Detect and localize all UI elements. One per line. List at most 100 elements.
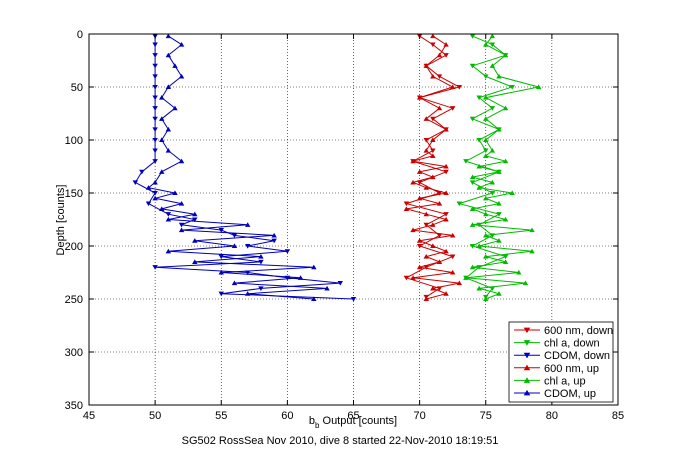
data-point <box>502 158 509 164</box>
data-point <box>178 222 185 228</box>
data-point <box>165 148 172 153</box>
data-point <box>476 137 482 143</box>
x-tick-label: 85 <box>612 410 624 422</box>
data-point <box>483 296 489 302</box>
data-point <box>476 163 482 169</box>
data-point <box>311 264 317 270</box>
data-point <box>469 180 476 185</box>
legend-marker <box>523 327 531 334</box>
data-point <box>436 259 443 264</box>
data-point <box>271 232 277 238</box>
data-point <box>502 105 509 111</box>
y-tick-label: 350 <box>65 400 83 412</box>
data-point <box>416 95 423 100</box>
x-tick-label: 65 <box>347 410 359 422</box>
data-point <box>469 63 476 69</box>
y-tick-label: 200 <box>65 241 83 253</box>
data-point <box>159 137 165 143</box>
data-point <box>489 42 496 48</box>
data-point <box>416 195 423 201</box>
data-point <box>416 169 423 174</box>
data-point <box>139 169 145 175</box>
data-point <box>152 42 158 48</box>
data-point <box>489 33 496 39</box>
data-point <box>152 179 158 185</box>
data-point <box>410 158 416 164</box>
data-point <box>152 137 158 143</box>
data-point <box>403 275 410 281</box>
legend-entry: 600 nm, down <box>544 325 613 337</box>
data-point <box>476 185 482 190</box>
data-point <box>469 222 476 227</box>
data-point <box>489 106 496 111</box>
data-point <box>496 238 502 243</box>
data-point <box>529 248 535 254</box>
data-point <box>443 53 449 58</box>
data-point <box>165 216 172 222</box>
legend-entry: CDOM, down <box>544 350 610 362</box>
data-point <box>172 105 178 111</box>
data-point <box>483 211 489 217</box>
legend-marker <box>523 340 531 346</box>
data-point <box>430 73 436 79</box>
legend-entry: chl a, down <box>544 338 600 350</box>
data-point <box>449 106 456 111</box>
data-point <box>436 105 443 111</box>
x-axis-label: bb Output [counts] <box>309 415 397 430</box>
data-point <box>449 269 456 275</box>
data-point <box>152 148 158 154</box>
data-point <box>152 195 158 201</box>
data-point <box>423 211 429 217</box>
data-point <box>449 232 456 238</box>
data-point <box>178 73 185 79</box>
data-point <box>456 84 463 90</box>
data-point <box>443 163 449 169</box>
series-600-nm-up <box>403 33 463 302</box>
data-point <box>496 126 502 132</box>
data-point <box>423 63 429 68</box>
y-tick-label: 0 <box>77 29 83 41</box>
data-point <box>443 190 449 196</box>
data-point <box>456 201 463 207</box>
y-tick-label: 100 <box>65 135 83 147</box>
data-point <box>159 95 165 100</box>
data-point <box>192 211 198 217</box>
legend-marker <box>523 352 531 359</box>
series-line <box>465 35 539 300</box>
data-point <box>509 190 515 196</box>
data-point <box>423 116 429 121</box>
data-point <box>443 212 449 217</box>
data-point <box>410 275 416 280</box>
data-point <box>443 248 449 254</box>
data-point <box>430 243 436 249</box>
data-point <box>436 74 443 79</box>
figure-caption: SG502 RossSea Nov 2010, dive 8 started 2… <box>182 435 499 447</box>
data-point <box>430 174 436 180</box>
data-point <box>132 180 139 185</box>
data-point <box>423 137 429 143</box>
data-point <box>152 116 158 122</box>
data-point <box>192 217 198 223</box>
data-point <box>423 296 429 302</box>
x-tick-label: 75 <box>480 410 492 422</box>
data-point <box>423 254 429 259</box>
data-point <box>430 222 436 227</box>
data-point <box>152 74 158 79</box>
data-point <box>489 190 496 196</box>
data-point <box>152 63 158 69</box>
legend-entry: CDOM, up <box>544 388 596 400</box>
series-layer <box>132 33 542 302</box>
data-point <box>509 84 515 90</box>
data-point <box>165 84 172 90</box>
data-point <box>231 243 238 249</box>
data-point <box>244 243 251 249</box>
data-point <box>178 201 185 206</box>
data-point <box>258 286 264 291</box>
data-point <box>496 212 502 217</box>
data-point <box>483 254 489 259</box>
x-tick-label: 50 <box>149 410 161 422</box>
x-tick-label: 70 <box>414 410 426 422</box>
data-point <box>423 148 429 153</box>
legend-marker <box>523 377 531 383</box>
